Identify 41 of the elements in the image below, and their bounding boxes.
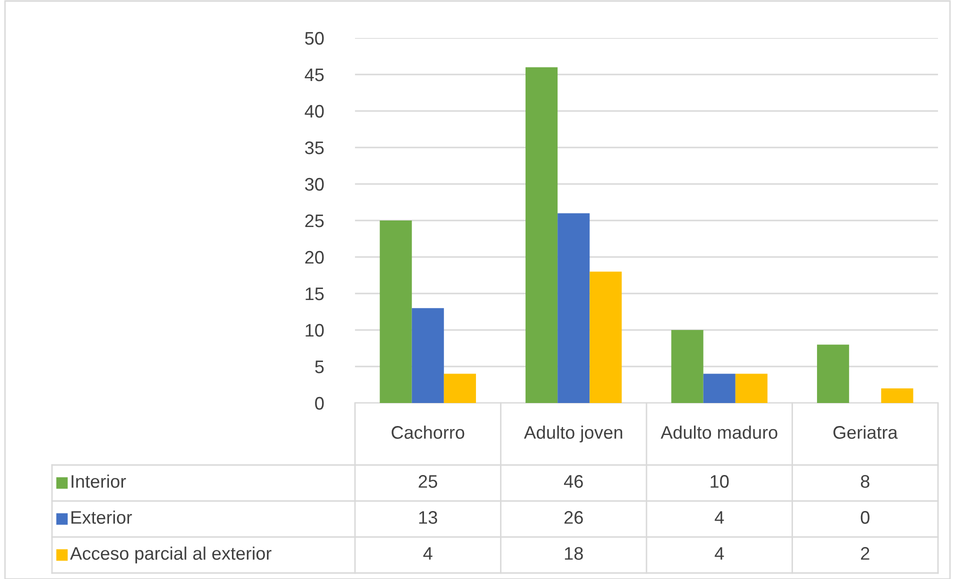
y-tick-label: 35 xyxy=(305,141,324,154)
data-label: 4 xyxy=(714,511,724,524)
data-label: 18 xyxy=(564,547,583,560)
y-tick-label: 0 xyxy=(315,396,324,410)
y-tick-label: 10 xyxy=(306,324,324,337)
y-tick-label: 40 xyxy=(304,104,324,118)
y-tick-label: 15 xyxy=(306,288,324,300)
y-tick-label: 50 xyxy=(305,32,324,45)
data-label: 25 xyxy=(418,475,438,488)
bar xyxy=(444,374,476,403)
y-tick-label: 20 xyxy=(305,250,324,264)
data-label: 26 xyxy=(564,511,583,524)
data-label: 46 xyxy=(564,475,583,488)
data-label: 2 xyxy=(861,547,870,560)
data-label: 13 xyxy=(419,511,438,524)
y-tick-label: 5 xyxy=(315,360,324,374)
bar xyxy=(526,67,558,403)
y-tick-label: 45 xyxy=(304,68,324,82)
bar xyxy=(881,388,914,403)
data-label: 4 xyxy=(423,547,432,560)
bar xyxy=(671,330,704,403)
bar xyxy=(703,374,736,403)
bar xyxy=(558,213,590,403)
y-tick-label: 25 xyxy=(305,214,324,228)
legend-label: Exterior xyxy=(71,510,132,524)
bar xyxy=(412,308,444,403)
data-label: 8 xyxy=(860,475,870,488)
x-tick-label: Adulto maduro xyxy=(660,426,778,439)
x-tick-label: Adulto joven xyxy=(524,426,622,442)
bar xyxy=(380,220,412,403)
bar xyxy=(735,374,768,403)
data-label: 4 xyxy=(714,547,724,560)
legend-label: Interior xyxy=(72,474,126,488)
x-tick-label: Geriatra xyxy=(833,426,898,439)
x-tick-label: Cachorro xyxy=(392,426,464,439)
legend-label: Acceso parcial al exterior xyxy=(70,546,272,564)
data-label: 0 xyxy=(860,511,870,524)
bar xyxy=(817,344,850,403)
y-tick-label: 30 xyxy=(305,178,324,191)
data-label: 10 xyxy=(710,475,729,488)
bar xyxy=(590,272,622,403)
